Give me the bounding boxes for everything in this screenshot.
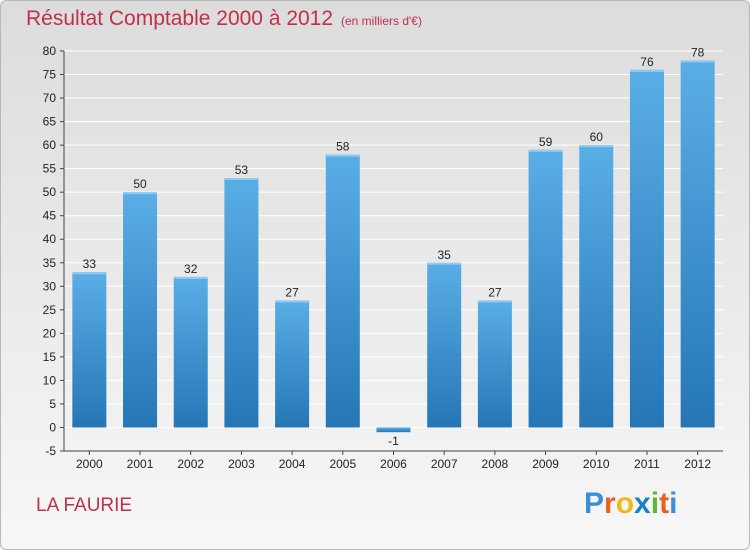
bar-2002 (173, 276, 208, 428)
data-label: 35 (438, 248, 452, 262)
y-tick-label: 5 (49, 397, 56, 411)
x-tick-label: 2009 (532, 457, 559, 471)
x-tick-label: 2000 (76, 457, 103, 471)
bar-top-highlight (427, 262, 462, 265)
logo-letter: i (650, 487, 660, 520)
bar-2006 (376, 427, 411, 433)
bar-2010 (579, 145, 614, 428)
place-name: LA FAURIE (36, 495, 133, 516)
bar-top-highlight (629, 69, 664, 72)
bar-2012 (680, 60, 715, 428)
y-tick-label: 50 (43, 185, 57, 199)
bar-top-highlight (680, 60, 715, 63)
x-tick-label: 2003 (228, 457, 255, 471)
data-label: 50 (133, 177, 147, 191)
logo-letter: i (669, 487, 678, 520)
y-tick-label: 20 (43, 326, 57, 340)
chart-title: Résultat Comptable 2000 à 2012 (26, 7, 334, 30)
grid-lines (64, 50, 723, 452)
bar-top-highlight (528, 149, 563, 152)
y-tick-label: 45 (43, 209, 57, 223)
bar-top-highlight (477, 300, 512, 303)
bar-2008 (477, 300, 512, 428)
y-tick-label: -5 (45, 444, 56, 458)
bar-top-highlight (173, 276, 208, 279)
bar-2009 (528, 149, 563, 428)
bar-2003 (224, 178, 259, 428)
y-tick-label: 10 (43, 373, 57, 387)
data-labels: 33 50 32 53 27 58 -1 35 27 59 60 76 78 (83, 45, 705, 448)
logo-letter: x (634, 487, 651, 520)
x-tick-label: 2011 (634, 457, 660, 471)
bar-top-highlight (72, 272, 107, 275)
logo-letter: t (659, 487, 670, 520)
x-tick-label: 2001 (127, 457, 154, 471)
data-label: 27 (285, 285, 299, 299)
bar-2007 (427, 262, 462, 428)
data-label: 58 (336, 140, 350, 154)
x-tick-label: 2006 (380, 457, 407, 471)
x-tick-label: 2008 (482, 457, 509, 471)
data-label: 59 (539, 135, 553, 149)
y-tick-label: 55 (43, 162, 57, 176)
y-tick-label: 25 (43, 303, 57, 317)
data-label: 32 (184, 262, 198, 276)
bars (72, 60, 715, 433)
bar-top-highlight (579, 145, 614, 148)
y-tick-label: 35 (43, 256, 57, 270)
x-tick-label: 2012 (684, 457, 711, 471)
y-tick-label: 15 (43, 350, 57, 364)
y-tick-label: 30 (43, 279, 57, 293)
bar-top-highlight (224, 178, 259, 181)
bar-top-highlight (275, 300, 310, 303)
y-tick-label: 70 (43, 91, 57, 105)
logo-letter: r (604, 487, 616, 520)
bar-top-highlight (325, 154, 360, 157)
x-tick-label: 2010 (583, 457, 610, 471)
bar-2004 (275, 300, 310, 428)
logo-letter: o (615, 487, 635, 520)
data-label: 60 (590, 130, 604, 144)
axes: -5 0 5 10 15 20 25 30 35 40 45 50 55 60 65 70 75 80 2000 20… (43, 44, 723, 471)
bar-2011 (629, 69, 664, 428)
bar-2001 (123, 192, 158, 428)
bar-2005 (325, 154, 360, 428)
bar-2000 (72, 272, 107, 428)
data-label: -1 (388, 434, 399, 448)
x-tick-label: 2004 (279, 457, 306, 471)
x-tick-label: 2005 (329, 457, 356, 471)
logo-letter: P (584, 487, 605, 520)
y-tick-label: 75 (43, 68, 57, 82)
chart-subtitle: (en milliers d'€) (341, 14, 422, 28)
y-tick-label: 40 (43, 232, 57, 246)
x-tick-label: 2002 (177, 457, 204, 471)
data-label: 27 (488, 285, 502, 299)
data-label: 76 (640, 55, 654, 69)
bar-top-highlight (123, 192, 158, 195)
y-tick-label: 60 (43, 138, 57, 152)
y-tick-label: 80 (43, 44, 57, 58)
x-tick-label: 2007 (431, 457, 458, 471)
data-label: 53 (235, 163, 249, 177)
data-label: 33 (83, 257, 97, 271)
proxiti-logo: Proxiti (584, 487, 677, 521)
y-tick-label: 65 (43, 115, 57, 129)
y-tick-label: 0 (49, 420, 56, 434)
data-label: 78 (691, 45, 705, 59)
